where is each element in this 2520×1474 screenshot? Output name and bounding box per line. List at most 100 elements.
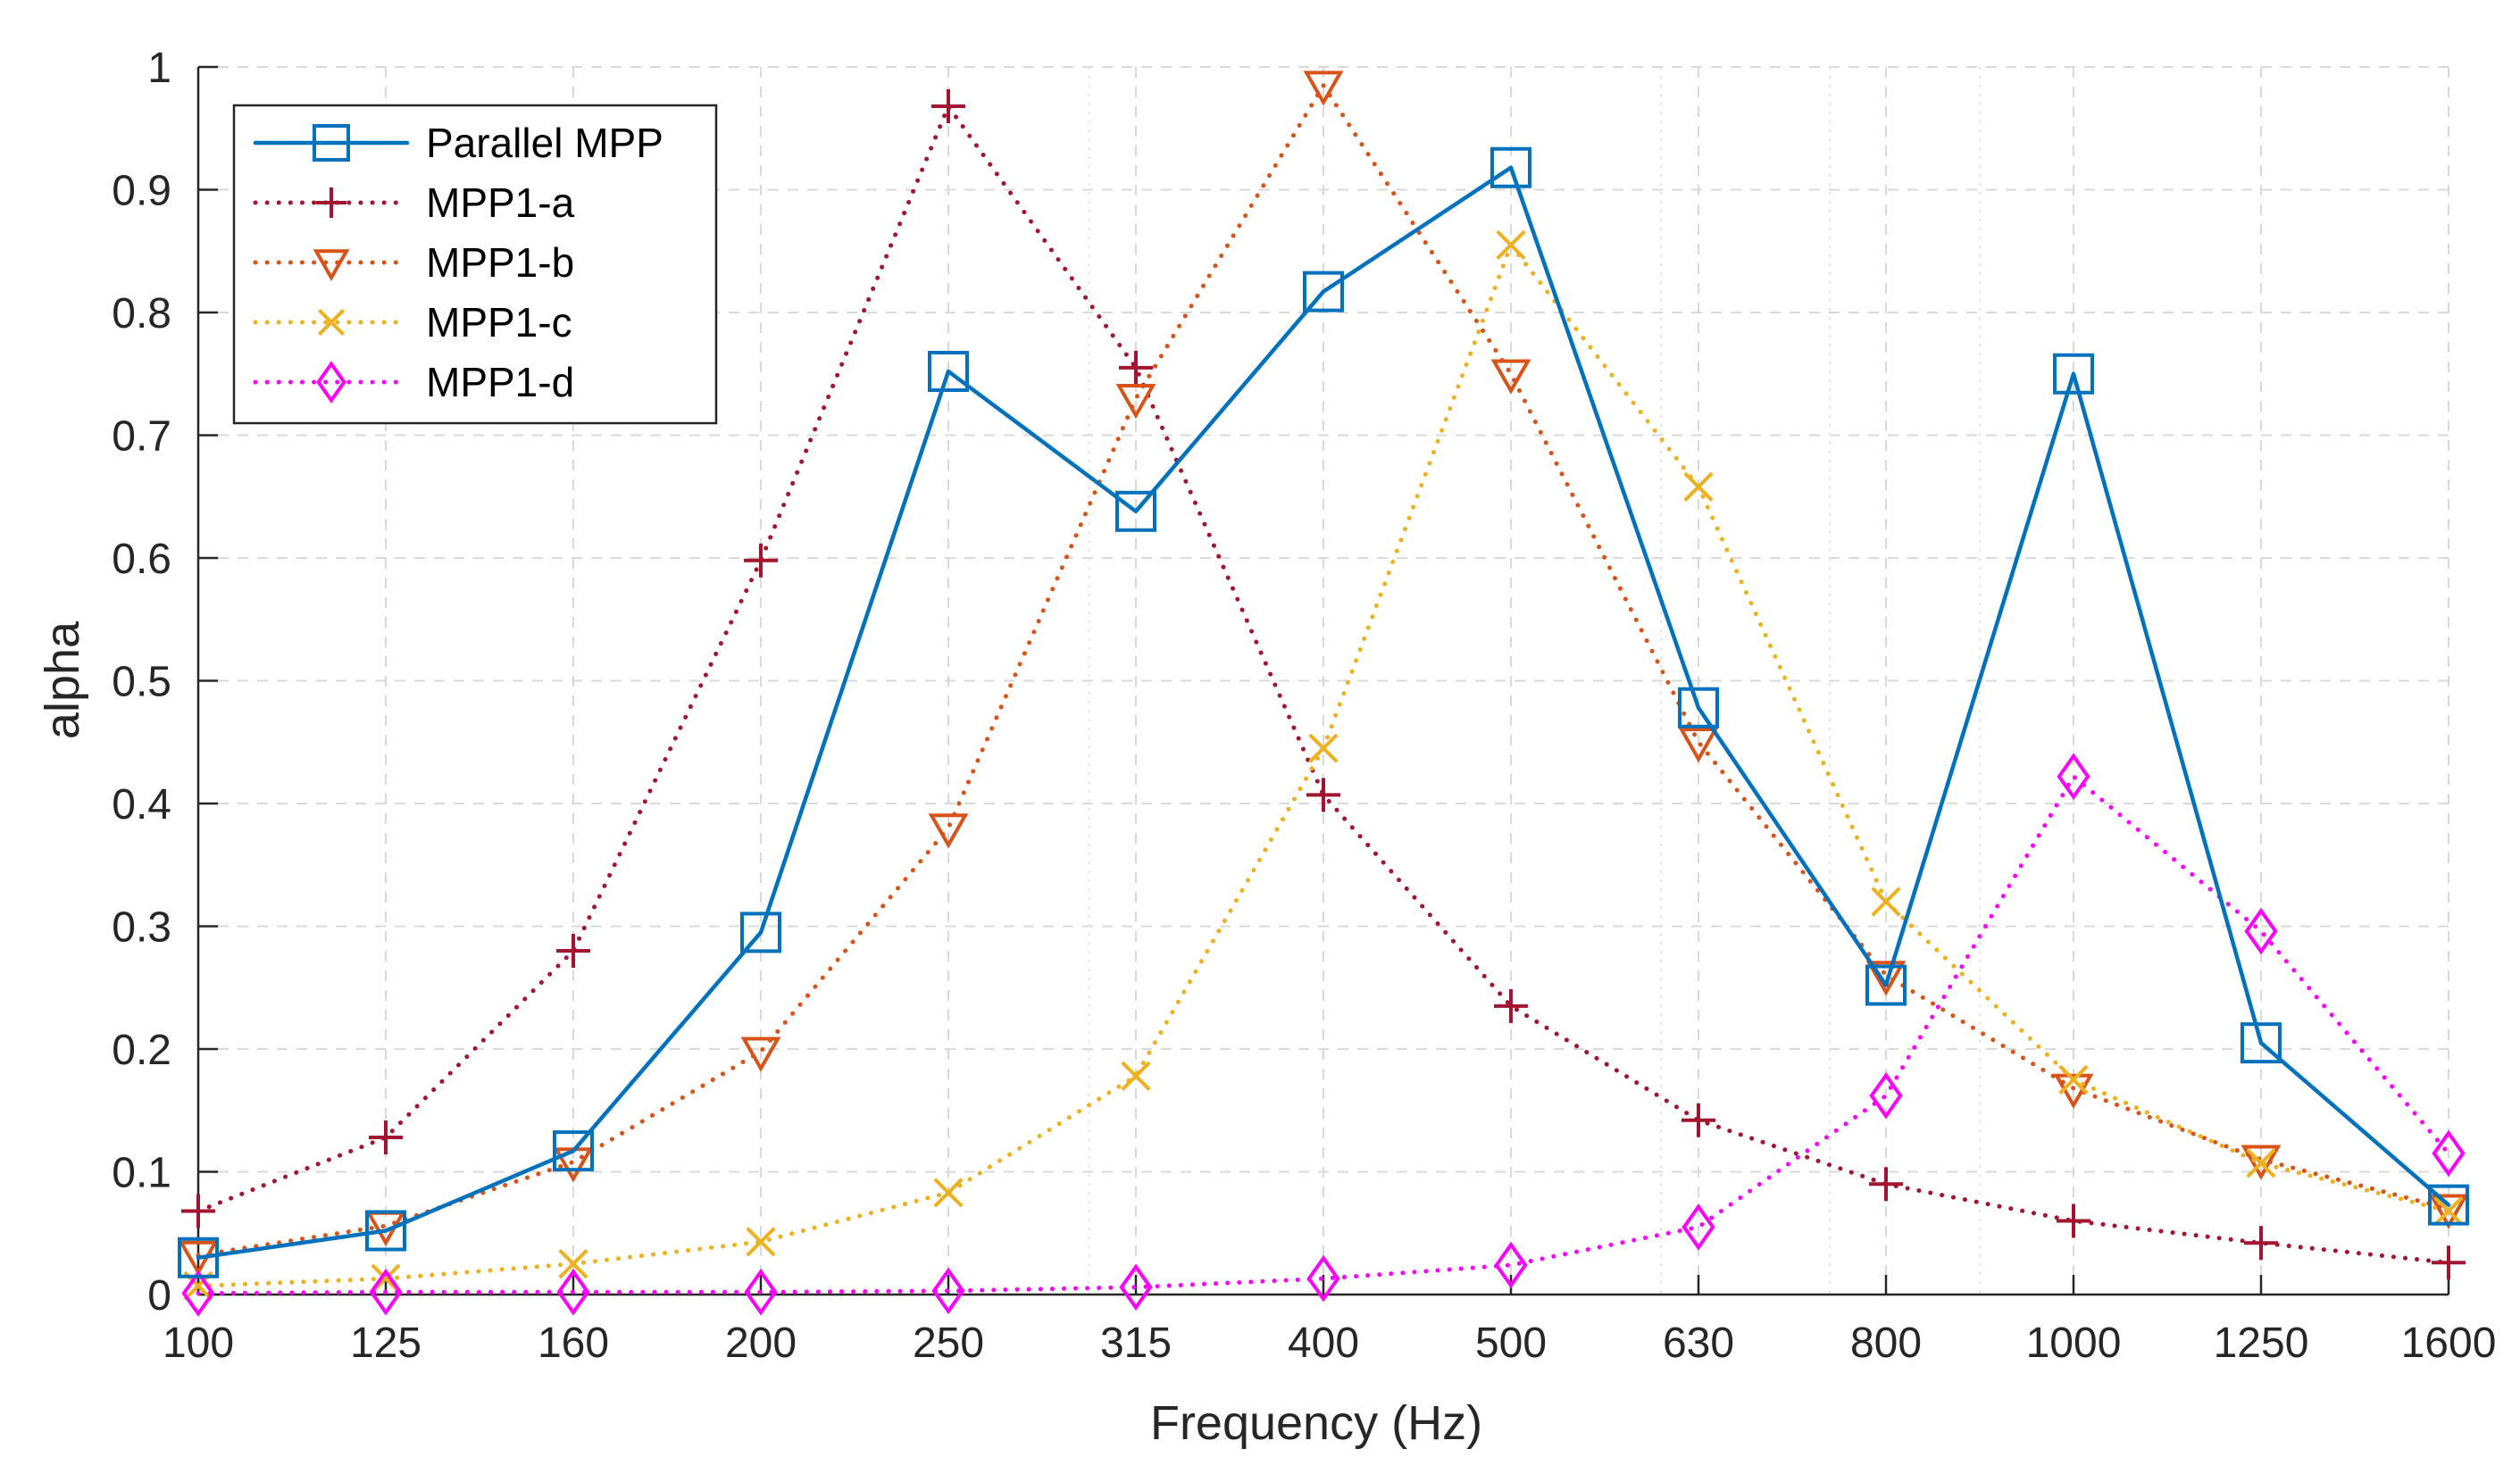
y-tick-label: 0.1 xyxy=(112,1150,171,1197)
legend-marker xyxy=(313,124,350,162)
series-mpp1-a xyxy=(181,89,2466,1280)
data-point xyxy=(1871,887,1901,917)
data-point xyxy=(931,89,965,123)
y-axis-label: alpha xyxy=(36,620,89,739)
data-point xyxy=(1865,964,1907,1006)
data-point xyxy=(1115,384,1156,420)
x-tick-label: 630 xyxy=(1663,1320,1734,1367)
data-point xyxy=(1681,1203,1715,1251)
data-point xyxy=(1869,1167,1903,1202)
data-point xyxy=(2057,1203,2090,1238)
y-tick-label: 0.7 xyxy=(112,413,171,461)
data-point xyxy=(1678,728,1719,763)
data-point xyxy=(1869,1071,1903,1120)
data-point xyxy=(1121,1061,1151,1091)
data-point xyxy=(2432,1245,2466,1280)
data-point xyxy=(2428,1184,2469,1226)
x-tick-label: 100 xyxy=(163,1320,234,1367)
x-tick-label: 800 xyxy=(1850,1320,1922,1367)
y-tick-label: 1 xyxy=(147,45,171,92)
legend-marker xyxy=(313,249,350,282)
data-point xyxy=(740,1037,781,1072)
x-tick-label: 125 xyxy=(350,1320,421,1367)
x-tick-label: 1250 xyxy=(2214,1320,2309,1367)
data-point xyxy=(371,1263,401,1294)
data-point xyxy=(2246,1148,2276,1178)
data-point xyxy=(744,543,778,578)
data-point xyxy=(365,1210,406,1252)
data-point xyxy=(928,813,969,849)
data-point xyxy=(2244,1226,2278,1261)
x-tick-label: 315 xyxy=(1100,1320,1172,1367)
legend-label: MPP1-c xyxy=(426,299,572,346)
data-point xyxy=(181,1270,215,1317)
x-tick-label: 160 xyxy=(538,1320,609,1367)
data-point xyxy=(2240,1022,2282,1064)
data-point xyxy=(1303,271,1344,312)
series-line xyxy=(196,165,2451,1260)
y-tick-label: 0.8 xyxy=(112,290,171,337)
data-point xyxy=(744,1268,778,1316)
data-point xyxy=(2428,1194,2469,1229)
data-point xyxy=(2053,353,2094,395)
data-point xyxy=(1303,71,1344,106)
series-mpp1-c xyxy=(183,229,2464,1301)
data-point xyxy=(1115,490,1156,532)
data-point xyxy=(556,1268,590,1316)
data-point xyxy=(556,934,590,968)
legend: Parallel MPP MPP1-a MPP1-b MPP1-c MPP1-d xyxy=(232,104,718,425)
y-tick-label: 0.2 xyxy=(112,1027,171,1074)
data-point xyxy=(2057,753,2090,801)
data-point xyxy=(1683,471,1714,502)
series-mpp1-d xyxy=(181,753,2466,1317)
legend-label: MPP1-d xyxy=(426,359,574,405)
legend-marker xyxy=(316,187,346,218)
y-tick-labels: 0 0.1 0.2 0.3 0.4 0.5 0.6 0.7 0.8 0.9 1 xyxy=(112,45,171,1320)
y-tick-label: 0.4 xyxy=(112,781,171,829)
x-tick-label: 200 xyxy=(725,1320,797,1367)
data-point xyxy=(933,1178,964,1208)
x-tick-label: 400 xyxy=(1288,1320,1359,1367)
data-point xyxy=(1678,687,1719,729)
y-tick-label: 0.6 xyxy=(112,536,171,583)
data-point xyxy=(928,351,969,392)
x-axis-label: Frequency (Hz) xyxy=(1150,1396,1482,1450)
x-tick-labels: 100 125 160 200 250 315 400 500 630 800 1000 1250 16… xyxy=(163,1320,2496,1367)
series-group xyxy=(178,71,2469,1317)
legend-label: Parallel MPP xyxy=(426,120,663,166)
data-point xyxy=(1306,778,1340,812)
data-point xyxy=(931,1267,965,1315)
data-point xyxy=(1308,733,1339,763)
data-point xyxy=(178,1237,219,1278)
data-point xyxy=(1681,1103,1715,1137)
x-tick-label: 500 xyxy=(1475,1320,1547,1367)
data-point xyxy=(1306,1254,1340,1303)
y-tick-label: 0.9 xyxy=(112,168,171,215)
data-point xyxy=(740,912,781,954)
data-point xyxy=(746,1227,776,1257)
data-point xyxy=(1119,350,1153,385)
legend-label: MPP1-a xyxy=(426,179,575,226)
x-tick-label: 1600 xyxy=(2401,1320,2497,1367)
series-line xyxy=(196,83,2451,1258)
data-point xyxy=(553,1130,594,1172)
data-point xyxy=(1496,229,1526,260)
data-point xyxy=(369,1120,403,1154)
data-point xyxy=(1119,1263,1153,1312)
data-point xyxy=(181,1194,215,1228)
series-line xyxy=(196,774,2451,1296)
x-tick-label: 1000 xyxy=(2026,1320,2122,1367)
data-point xyxy=(369,1268,403,1316)
data-point xyxy=(2058,1064,2089,1095)
data-point xyxy=(2244,907,2278,955)
data-point xyxy=(2432,1129,2466,1178)
data-point xyxy=(1494,988,1528,1023)
data-point xyxy=(1494,1241,1528,1289)
series-parallel-mpp xyxy=(178,146,2469,1278)
legend-label: MPP1-b xyxy=(426,239,574,286)
x-tick-label: 250 xyxy=(913,1320,984,1367)
data-point xyxy=(1490,146,1531,188)
y-tick-label: 0.3 xyxy=(112,904,171,952)
y-tick-label: 0 xyxy=(147,1272,171,1320)
